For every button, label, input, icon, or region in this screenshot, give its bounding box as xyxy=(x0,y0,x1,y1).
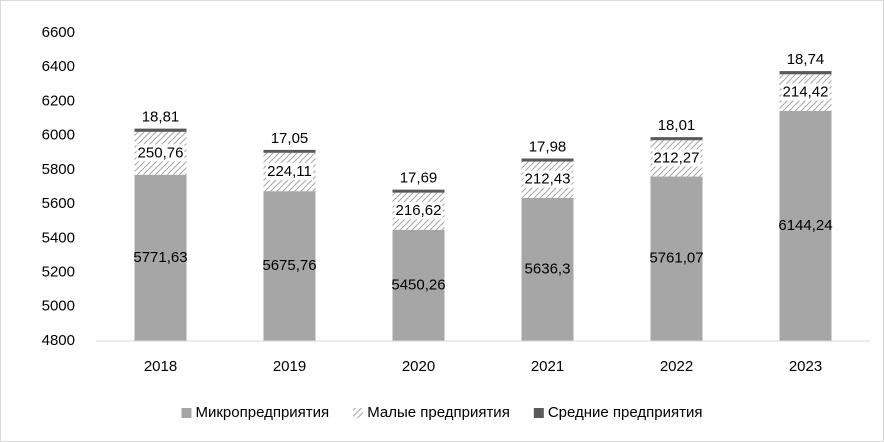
y-tick-label: 6600 xyxy=(42,24,75,41)
bar-segment xyxy=(521,158,574,162)
data-label: 5450,26 xyxy=(391,276,445,293)
data-label: 5636,3 xyxy=(525,260,571,277)
data-label: 18,81 xyxy=(142,109,180,126)
bar-segment xyxy=(650,176,703,341)
data-label: 212,27 xyxy=(654,149,700,166)
y-tick-label: 6000 xyxy=(42,127,75,144)
legend-label: Малые предприятия xyxy=(367,404,510,421)
y-tick-label: 5800 xyxy=(42,161,75,178)
y-tick-label: 6200 xyxy=(42,92,75,109)
x-tick-label: 2019 xyxy=(273,358,306,375)
bar-segment xyxy=(392,229,445,341)
y-tick-label: 5400 xyxy=(42,229,75,246)
legend-swatch xyxy=(353,408,364,418)
label-bg xyxy=(781,83,830,101)
data-label: 18,74 xyxy=(787,51,825,68)
data-label: 216,62 xyxy=(396,202,442,219)
data-label: 250,76 xyxy=(138,144,184,161)
legend-swatch xyxy=(181,408,192,418)
data-label: 212,43 xyxy=(525,171,571,188)
bar-segment xyxy=(779,110,832,342)
y-tick-label: 5000 xyxy=(42,298,75,315)
label-bg xyxy=(394,202,443,220)
label-bg xyxy=(266,162,313,180)
data-label: 17,05 xyxy=(271,130,309,147)
legend-label: Микропредприятия xyxy=(195,404,329,421)
data-label: 5771,63 xyxy=(133,249,187,266)
data-label: 5675,76 xyxy=(262,257,316,274)
label-bg xyxy=(136,144,185,162)
bar-segment xyxy=(392,189,445,193)
legend: Микропредприятия Малые предприятия Средние… xyxy=(181,404,703,421)
x-tick-label: 2020 xyxy=(402,358,435,375)
x-tick-label: 2022 xyxy=(660,358,693,375)
data-label: 224,11 xyxy=(267,163,312,180)
data-label: 17,69 xyxy=(400,170,438,187)
legend-label: Средние предприятия xyxy=(548,404,703,421)
y-tick-label: 5600 xyxy=(42,195,75,212)
data-label: 17,98 xyxy=(529,138,567,155)
x-tick-label: 2021 xyxy=(531,358,564,375)
bar-segment xyxy=(521,197,574,341)
bar-segment xyxy=(134,174,187,341)
bar-segment xyxy=(134,128,187,132)
bar-segment xyxy=(263,191,316,341)
data-label: 18,01 xyxy=(658,117,696,134)
data-label: 5761,07 xyxy=(649,250,703,267)
x-tick-label: 2018 xyxy=(144,358,177,375)
bar-segment xyxy=(779,71,832,75)
x-tick-label: 2023 xyxy=(789,358,822,375)
label-bg xyxy=(652,149,701,167)
legend-swatch xyxy=(533,408,544,418)
y-tick-label: 5200 xyxy=(42,264,75,281)
data-label: 6144,24 xyxy=(778,217,832,234)
bar-segment xyxy=(650,137,703,141)
y-tick-label: 4800 xyxy=(42,332,75,349)
label-bg xyxy=(523,170,572,188)
data-label: 214,42 xyxy=(783,84,829,101)
bar-segment xyxy=(263,149,316,153)
y-tick-label: 6400 xyxy=(42,58,75,75)
